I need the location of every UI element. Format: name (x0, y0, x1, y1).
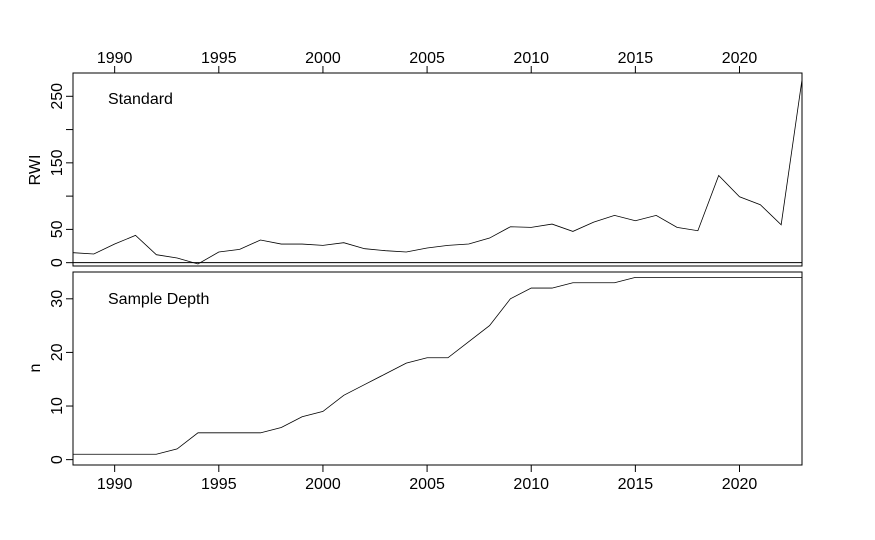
sample-depth-y-tick-label: 10 (49, 397, 66, 415)
sample-depth-x-tick-label: 1990 (97, 476, 133, 493)
standard-y-tick-label: 50 (49, 220, 66, 238)
standard-x-tick-label: 1995 (201, 50, 237, 67)
sample-depth-y-axis: 0 10 20 30 (49, 290, 74, 464)
standard-panel: Standard RWI 1990 1995 2000 2005 2010 2015 202… (27, 50, 803, 267)
standard-y-axis: 0 50 150 250 (49, 83, 74, 267)
sample-depth-panel: Sample Depth n 1990 1995 2000 2005 2010 2015 2… (27, 271, 803, 493)
sample-depth-panel-label: Sample Depth (108, 291, 209, 308)
standard-y-axis-title: RWI (27, 155, 44, 186)
sample-depth-y-axis-title: n (27, 364, 44, 373)
standard-x-axis: 1990 1995 2000 2005 2010 2015 2020 (97, 50, 758, 74)
sample-depth-x-tick-label: 2015 (618, 476, 654, 493)
standard-x-tick-label: 2015 (618, 50, 654, 67)
standard-series-line (72, 79, 803, 265)
standard-x-tick-label: 2010 (513, 50, 549, 67)
sample-depth-x-tick-label: 2010 (513, 476, 549, 493)
sample-depth-x-tick-label: 2020 (722, 476, 758, 493)
sample-depth-x-tick-label: 2005 (409, 476, 445, 493)
sample-depth-y-tick-label: 20 (49, 343, 66, 361)
standard-y-tick-label: 0 (49, 258, 66, 267)
sample-depth-y-tick-label: 30 (49, 290, 66, 308)
standard-x-tick-label: 2020 (722, 50, 758, 67)
sample-depth-series-line (73, 276, 802, 455)
standard-panel-label: Standard (108, 91, 173, 108)
standard-panel-frame (72, 72, 803, 267)
sample-depth-series-group (73, 276, 802, 455)
sample-depth-y-tick-label: 0 (49, 455, 66, 464)
sample-depth-x-tick-label: 2000 (305, 476, 341, 493)
sample-depth-x-axis: 1990 1995 2000 2005 2010 2015 2020 (97, 464, 758, 493)
standard-x-tick-label: 1990 (97, 50, 133, 67)
standard-y-tick-label: 150 (49, 149, 66, 176)
standard-x-tick-label: 2000 (305, 50, 341, 67)
standard-x-tick-label: 2005 (409, 50, 445, 67)
standard-y-tick-label: 250 (49, 83, 66, 110)
sample-depth-x-tick-label: 1995 (201, 476, 237, 493)
standard-series-group (72, 79, 803, 265)
